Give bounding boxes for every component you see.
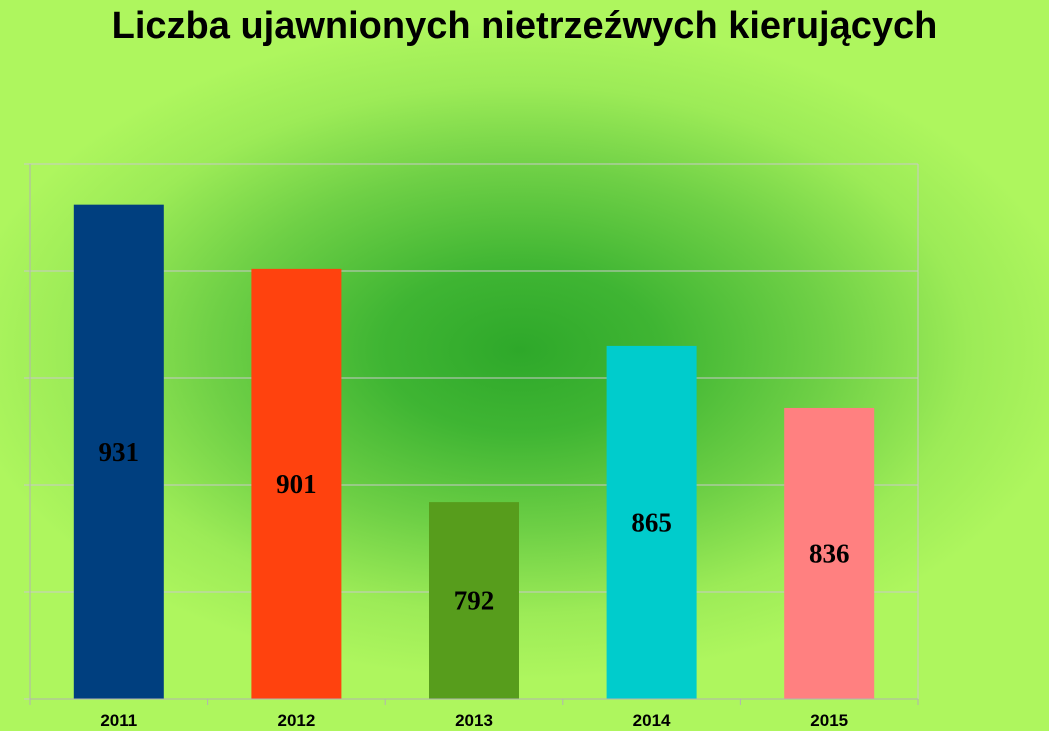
- chart-title: Liczba ujawnionych nietrzeźwych kierując…: [111, 5, 938, 47]
- bar-2011: [73, 204, 164, 699]
- bar-value-label: 836: [809, 538, 850, 568]
- x-tick-label: 2012: [277, 711, 315, 730]
- x-tick-label: 2015: [810, 711, 848, 730]
- chart-category-labels: 2011 2012 2013 2014 2015: [100, 711, 848, 730]
- bar-2014: [606, 345, 697, 699]
- x-tick-label: 2011: [100, 711, 137, 730]
- bar-value-label: 865: [631, 507, 672, 537]
- bar-2013: [429, 502, 519, 699]
- chart-value-labels: 931 901 792 865 836: [99, 437, 850, 616]
- x-tick-label: 2013: [455, 711, 493, 730]
- bar-value-label: 901: [276, 469, 317, 499]
- bar-value-label: 792: [454, 586, 495, 616]
- chart-axes: [29, 164, 919, 705]
- bar-2012: [251, 268, 342, 699]
- chart-bars: [73, 204, 875, 699]
- bar-value-label: 931: [99, 437, 140, 467]
- x-tick-label: 2014: [633, 711, 671, 730]
- bar-2015: [784, 407, 875, 699]
